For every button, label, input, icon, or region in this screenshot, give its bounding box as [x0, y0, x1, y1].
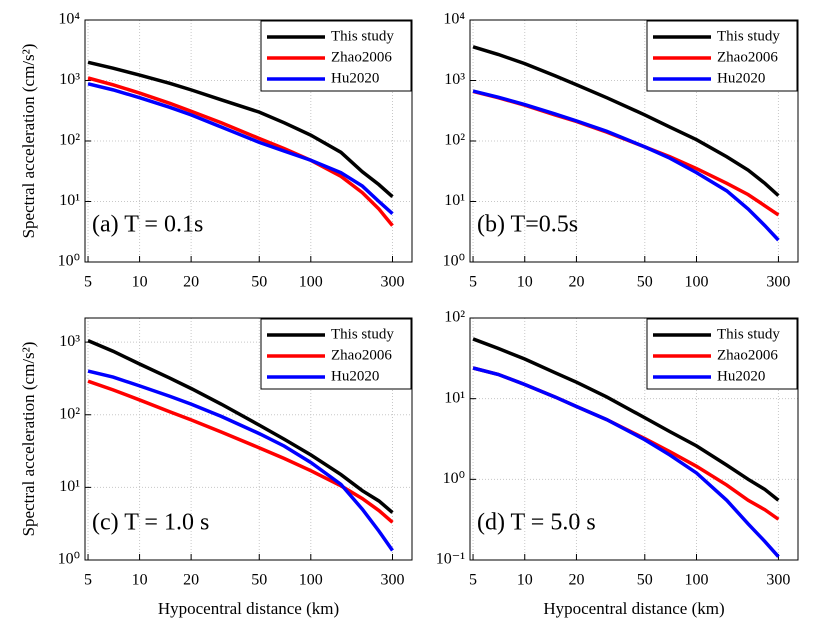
- x-tick-label: 100: [299, 274, 323, 291]
- legend-label: This study: [717, 326, 780, 342]
- x-tick-label: 50: [251, 572, 267, 589]
- x-tick-label: 100: [684, 572, 708, 589]
- x-tick-label: 300: [380, 274, 404, 291]
- x-tick-label: 300: [766, 572, 790, 589]
- series-line: [472, 337, 780, 502]
- y-tick-label: 10³: [444, 71, 465, 88]
- x-tick-label: 10: [132, 572, 148, 589]
- panel: 5 10 20 50 100 300 10⁰ 10¹ 10² 10³ (c) T = 1.0 s Sp…: [19, 317, 413, 618]
- legend-label: This study: [717, 28, 780, 44]
- legend-label: Hu2020: [717, 70, 765, 86]
- plot-area: [472, 337, 780, 558]
- series-line: [87, 82, 394, 215]
- x-tick-label: 10: [517, 572, 533, 589]
- panel-label: (c) T = 1.0 s: [92, 510, 209, 536]
- y-tick-label: 10²: [59, 405, 80, 422]
- panel: 5 10 20 50 100 300 10⁻¹ 10⁰ 10¹ 10² (d) T = 5.0 s H…: [436, 309, 799, 618]
- x-tick-label: 50: [637, 274, 653, 291]
- y-tick-label: 10⁰: [58, 551, 80, 568]
- series-line: [472, 366, 780, 558]
- axes-frame: [469, 317, 799, 561]
- y-tick-label: 10¹: [59, 192, 80, 209]
- y-tick-label: 10¹: [59, 478, 80, 495]
- legend-label: Zhao2006: [331, 347, 392, 363]
- legend-label: Hu2020: [717, 368, 765, 384]
- x-tick-label: 300: [380, 572, 404, 589]
- x-tick-label: 20: [568, 572, 584, 589]
- y-tick-label: 10³: [59, 333, 80, 350]
- series-line: [472, 366, 780, 521]
- series-line: [87, 338, 394, 514]
- x-tick-label: 5: [84, 572, 92, 589]
- panel: 5 10 20 50 100 300 10⁰ 10¹ 10² 10³ 10⁴ (a) T = 0.1s…: [19, 11, 413, 291]
- plot-area: [87, 60, 394, 227]
- series-line: [87, 379, 394, 524]
- x-tick-label: 5: [84, 274, 92, 291]
- x-tick-label: 5: [469, 274, 477, 291]
- x-tick-label: 10: [132, 274, 148, 291]
- y-tick-label: 10³: [59, 71, 80, 88]
- x-tick-label: 100: [684, 274, 708, 291]
- axes-frame: [84, 19, 413, 263]
- y-tick-label: 10⁴: [58, 11, 80, 28]
- series-line: [87, 76, 394, 227]
- legend-label: Zhao2006: [331, 49, 392, 65]
- series-line: [472, 89, 780, 242]
- x-axis-label: Hypocentral distance (km): [543, 599, 724, 618]
- y-tick-label: 10²: [444, 132, 465, 149]
- y-axis-label: Spectral acceleration (cm/s²): [19, 342, 38, 537]
- axes-frame: [84, 317, 413, 561]
- series-line: [87, 60, 394, 199]
- series-line: [472, 45, 780, 197]
- y-tick-label: 10⁰: [58, 253, 80, 270]
- y-tick-label: 10²: [59, 132, 80, 149]
- x-tick-label: 20: [183, 274, 199, 291]
- x-tick-label: 300: [766, 274, 790, 291]
- legend-label: Hu2020: [331, 368, 379, 384]
- legend-label: Zhao2006: [717, 49, 778, 65]
- x-tick-label: 20: [568, 274, 584, 291]
- y-tick-label: 10⁻¹: [436, 551, 465, 568]
- plot-area: [87, 338, 394, 552]
- y-tick-label: 10¹: [444, 192, 465, 209]
- x-tick-label: 50: [251, 274, 267, 291]
- y-tick-label: 10⁰: [443, 470, 465, 487]
- panel-label: (d) T = 5.0 s: [477, 510, 596, 536]
- x-tick-label: 10: [517, 274, 533, 291]
- x-tick-label: 20: [183, 572, 199, 589]
- x-tick-label: 5: [469, 572, 477, 589]
- y-axis-label: Spectral acceleration (cm/s²): [19, 44, 38, 239]
- plot-area: [472, 45, 780, 242]
- legend-label: This study: [331, 28, 394, 44]
- y-tick-label: 10⁰: [443, 253, 465, 270]
- x-axis-label: Hypocentral distance (km): [158, 599, 339, 618]
- y-tick-label: 10⁴: [443, 11, 465, 28]
- legend-label: This study: [331, 326, 394, 342]
- series-line: [87, 369, 394, 552]
- y-tick-label: 10¹: [444, 389, 465, 406]
- x-tick-label: 100: [299, 572, 323, 589]
- axes-frame: [469, 19, 799, 263]
- legend-label: Hu2020: [331, 70, 379, 86]
- panel-label: (b) T=0.5s: [477, 212, 578, 238]
- panel-label: (a) T = 0.1s: [92, 212, 203, 238]
- x-tick-label: 50: [637, 572, 653, 589]
- y-tick-label: 10²: [444, 309, 465, 326]
- legend-label: Zhao2006: [717, 347, 778, 363]
- panel: 5 10 20 50 100 300 10⁰ 10¹ 10² 10³ 10⁴ (b) T=0.5s Th…: [443, 11, 799, 291]
